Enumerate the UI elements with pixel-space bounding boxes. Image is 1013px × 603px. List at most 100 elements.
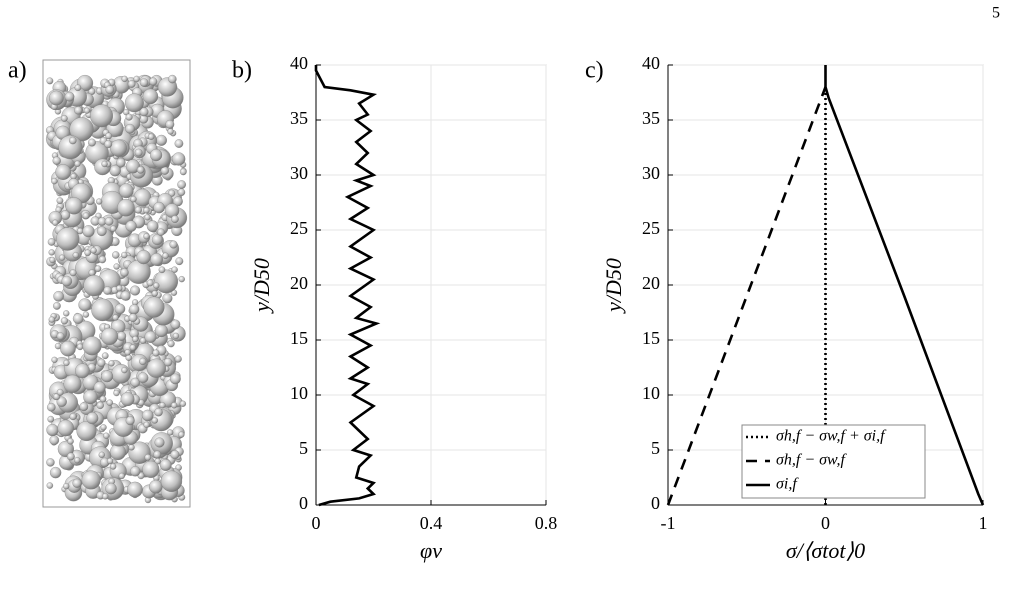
sphere — [60, 114, 68, 122]
data-line — [824, 65, 985, 506]
page-number: 5 — [992, 5, 1000, 22]
sphere — [163, 357, 173, 367]
sphere — [83, 275, 105, 297]
sphere — [103, 432, 110, 439]
sphere — [63, 310, 70, 317]
sphere — [97, 358, 106, 367]
sphere — [111, 364, 131, 384]
sphere — [143, 296, 165, 318]
sphere — [57, 419, 74, 437]
sphere — [126, 259, 151, 284]
sphere — [112, 251, 120, 259]
sphere — [58, 254, 66, 261]
panel-label: c) — [585, 58, 604, 84]
sphere — [142, 460, 160, 478]
sphere — [139, 107, 149, 117]
sphere — [169, 240, 178, 249]
sphere — [76, 343, 84, 351]
sphere — [105, 482, 117, 495]
sphere — [79, 402, 89, 412]
sphere — [128, 313, 138, 323]
sphere — [153, 282, 160, 289]
sphere — [113, 389, 120, 397]
sphere — [144, 454, 152, 461]
y-tick-label: 35 — [290, 108, 308, 128]
sphere — [136, 166, 145, 174]
sphere — [143, 207, 150, 214]
sphere — [56, 332, 65, 340]
sphere — [108, 360, 115, 367]
sphere — [120, 268, 129, 277]
y-tick-label: 15 — [290, 328, 308, 348]
sphere — [100, 327, 119, 346]
sphere — [146, 279, 154, 287]
sphere — [90, 247, 97, 254]
sphere — [172, 152, 186, 166]
x-axis-label: σ/⟨σtot⟩0 — [786, 538, 865, 563]
sphere — [63, 359, 70, 367]
sphere — [157, 228, 165, 237]
sphere — [72, 313, 84, 324]
sphere — [98, 451, 105, 459]
panel-label: b) — [232, 58, 252, 84]
sphere — [63, 374, 82, 393]
sphere — [102, 493, 109, 500]
sphere — [167, 340, 175, 348]
sphere — [46, 77, 54, 85]
sphere — [88, 138, 96, 147]
sphere — [160, 470, 183, 492]
y-tick-label: 30 — [290, 163, 308, 183]
sphere — [143, 233, 150, 240]
sphere — [144, 330, 157, 343]
sphere — [133, 75, 140, 83]
sphere — [101, 160, 108, 168]
sphere — [110, 139, 127, 157]
sphere — [153, 201, 165, 214]
sphere — [125, 354, 132, 361]
sphere — [98, 255, 107, 264]
sphere — [130, 377, 141, 388]
sphere — [112, 314, 119, 321]
sphere — [94, 265, 102, 272]
sphere — [106, 457, 114, 465]
sphere — [101, 370, 114, 383]
sphere — [134, 206, 142, 214]
sphere — [72, 478, 82, 488]
sphere — [125, 220, 137, 232]
sphere — [90, 104, 113, 128]
sphere — [75, 363, 90, 379]
sphere — [61, 275, 73, 287]
sphere — [51, 177, 58, 185]
legend-box — [741, 424, 926, 499]
sphere — [164, 203, 180, 218]
sphere — [174, 139, 184, 148]
sphere — [82, 212, 90, 220]
sphere — [142, 88, 159, 105]
y-tick-label: 10 — [642, 383, 660, 403]
x-tick-label: 1 — [979, 513, 988, 533]
sphere — [141, 409, 154, 422]
sphere — [56, 396, 67, 407]
sphere — [74, 457, 81, 464]
sphere — [136, 250, 151, 265]
sphere — [76, 227, 84, 235]
sphere — [74, 106, 83, 115]
sphere — [120, 290, 131, 301]
sphere — [147, 133, 155, 140]
sphere — [48, 249, 55, 256]
sphere — [91, 298, 114, 322]
legend-label: σh,f − σw,f — [776, 452, 848, 469]
sphere — [125, 113, 133, 121]
sphere — [152, 349, 160, 357]
sphere — [129, 304, 140, 315]
sphere — [117, 198, 135, 217]
sphere — [113, 263, 120, 270]
y-tick-label: 0 — [299, 493, 308, 513]
sphere — [116, 331, 127, 341]
y-axis-label: y/D50 — [601, 258, 626, 314]
sphere — [60, 317, 69, 325]
sphere — [106, 399, 114, 406]
y-tick-label: 10 — [290, 383, 308, 403]
sphere — [179, 168, 187, 176]
